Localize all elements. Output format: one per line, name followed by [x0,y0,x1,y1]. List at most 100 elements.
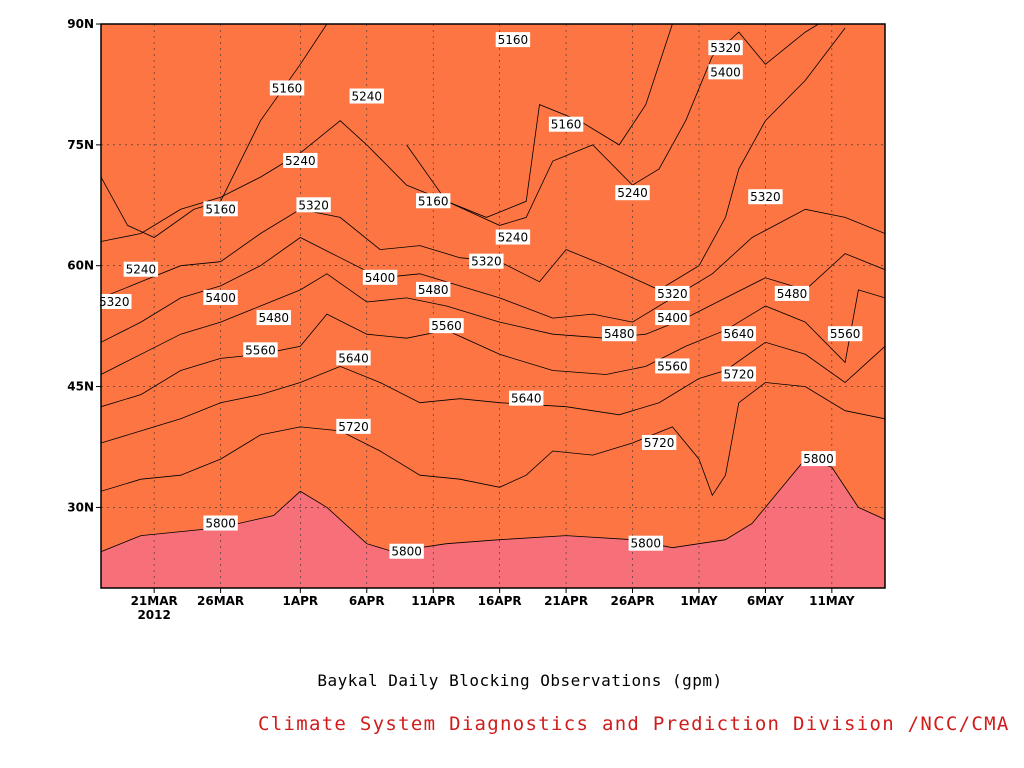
plot-frame [100,23,886,589]
contour-label-text: 5240 [617,186,648,200]
contour-label-text: 5320 [298,198,329,212]
contour-label-text: 5320 [750,190,781,204]
contour-label-text: 5800 [803,452,834,466]
contour-label-box [97,293,132,309]
contour-line-5800 [101,458,885,553]
y-axis: 30N 45N 60N 75N 90N [67,17,101,514]
chart-title: Baykal Daily Blocking Observations (gpm) [317,671,723,690]
x-tick-label: 6APR [349,594,385,608]
contour-label-box [827,326,863,342]
contour-label-text: 5160 [272,81,303,95]
contour-label-box [203,201,238,217]
contour-label-text: 5240 [126,263,157,277]
contour-label-text: 5160 [498,33,529,47]
contour-label-box [296,197,331,213]
contour-label: 5320 [469,253,504,269]
contour-label-text: 5720 [644,436,675,450]
contour-label: 5240 [615,185,650,201]
contour-label: 5640 [336,350,371,366]
contour-label: 5480 [256,310,291,326]
contour-label: 5560 [243,342,278,358]
x-tick-label: 21APR [544,594,588,608]
contour-band-5800 [101,24,885,552]
y-tick-label: 45N [67,380,94,394]
contour-label-box [774,285,810,301]
contour-label-box [748,189,783,205]
contour-label-text: 5480 [604,327,635,341]
contour-label: 5320 [655,285,690,301]
contour-line-5160 [406,24,673,218]
contour-line-5480 [101,253,885,375]
y-tick-label: 90N [67,17,94,31]
contour-label-text: 5400 [205,291,236,305]
contour-label-text: 5800 [205,517,236,531]
x-tick-label: 26APR [611,594,655,608]
contour-label: 5160 [495,32,531,48]
contour-label-box [269,80,305,96]
contour-label: 5320 [748,189,783,205]
contour-label-box [721,326,757,342]
contour-label-box [283,152,318,168]
contour-label-box [641,434,677,450]
contour-label: 5560 [827,326,863,342]
contour-label: 5800 [203,515,238,531]
contour-label-text: 5320 [710,41,741,55]
contour-label-box [336,418,371,434]
credit-line: Climate System Diagnostics and Predictio… [258,713,1010,735]
contour-label-text: 5800 [391,545,422,559]
contour-label-text: 5720 [338,420,369,434]
contour-label-box [243,342,278,358]
contour-label-text: 5240 [498,231,529,245]
contour-label-box [389,543,424,559]
contour-label-text: 5160 [551,118,582,132]
y-tick-label: 75N [67,138,94,152]
contour-label-text: 5480 [418,283,449,297]
contour-label-text: 5400 [710,65,741,79]
x-tick-label: 6MAY [747,594,784,608]
contour-label-text: 5160 [205,202,236,216]
contour-label-text: 5320 [471,255,502,269]
contour-label: 5720 [641,434,677,450]
contour-label-box [123,261,159,277]
contour-label: 5320 [296,197,331,213]
contour-label: 5160 [269,80,305,96]
contour-label-text: 5480 [258,311,289,325]
contour-label-box [615,185,650,201]
contour-label-box [548,116,584,132]
contour-label-text: 5560 [431,319,462,333]
contour-label-text: 5160 [418,194,449,208]
contour-label: 5800 [389,543,424,559]
contour-label: 5800 [628,535,664,551]
x-tick-label: 16APR [478,594,522,608]
contour-line-5640 [101,341,885,444]
contour-label-text: 5240 [285,154,316,168]
contour-label: 5800 [801,451,836,467]
contour-label-text: 5560 [830,327,861,341]
contour-label: 5560 [429,318,464,334]
x-tick-label: 1APR [282,594,318,608]
contour-label-box [721,366,757,382]
contour-label: 5320 [708,40,743,56]
contour-label-box [509,390,544,406]
contour-label-box [416,193,451,209]
contour-label-box [655,285,690,301]
contour-label-box [416,281,451,297]
contour-label-box [336,350,371,366]
contour-label: 5720 [336,418,371,434]
x-tick-sublabel: 2012 [137,608,170,622]
contour-label: 5160 [203,201,238,217]
contour-line-5400 [101,208,885,343]
contour-label: 5640 [509,390,544,406]
contour-label-box [203,289,238,305]
contour-label: 5480 [416,281,451,297]
contour-label: 5480 [774,285,810,301]
contour-label-text: 5320 [657,287,688,301]
contour-label: 5400 [708,64,743,80]
contour-label-box [469,253,504,269]
contour-label: 5160 [416,193,451,209]
contour-label-box [801,451,836,467]
contour-label-text: 5560 [657,359,688,373]
contour-label-box [602,326,637,342]
contour-label-text: 5480 [777,287,808,301]
